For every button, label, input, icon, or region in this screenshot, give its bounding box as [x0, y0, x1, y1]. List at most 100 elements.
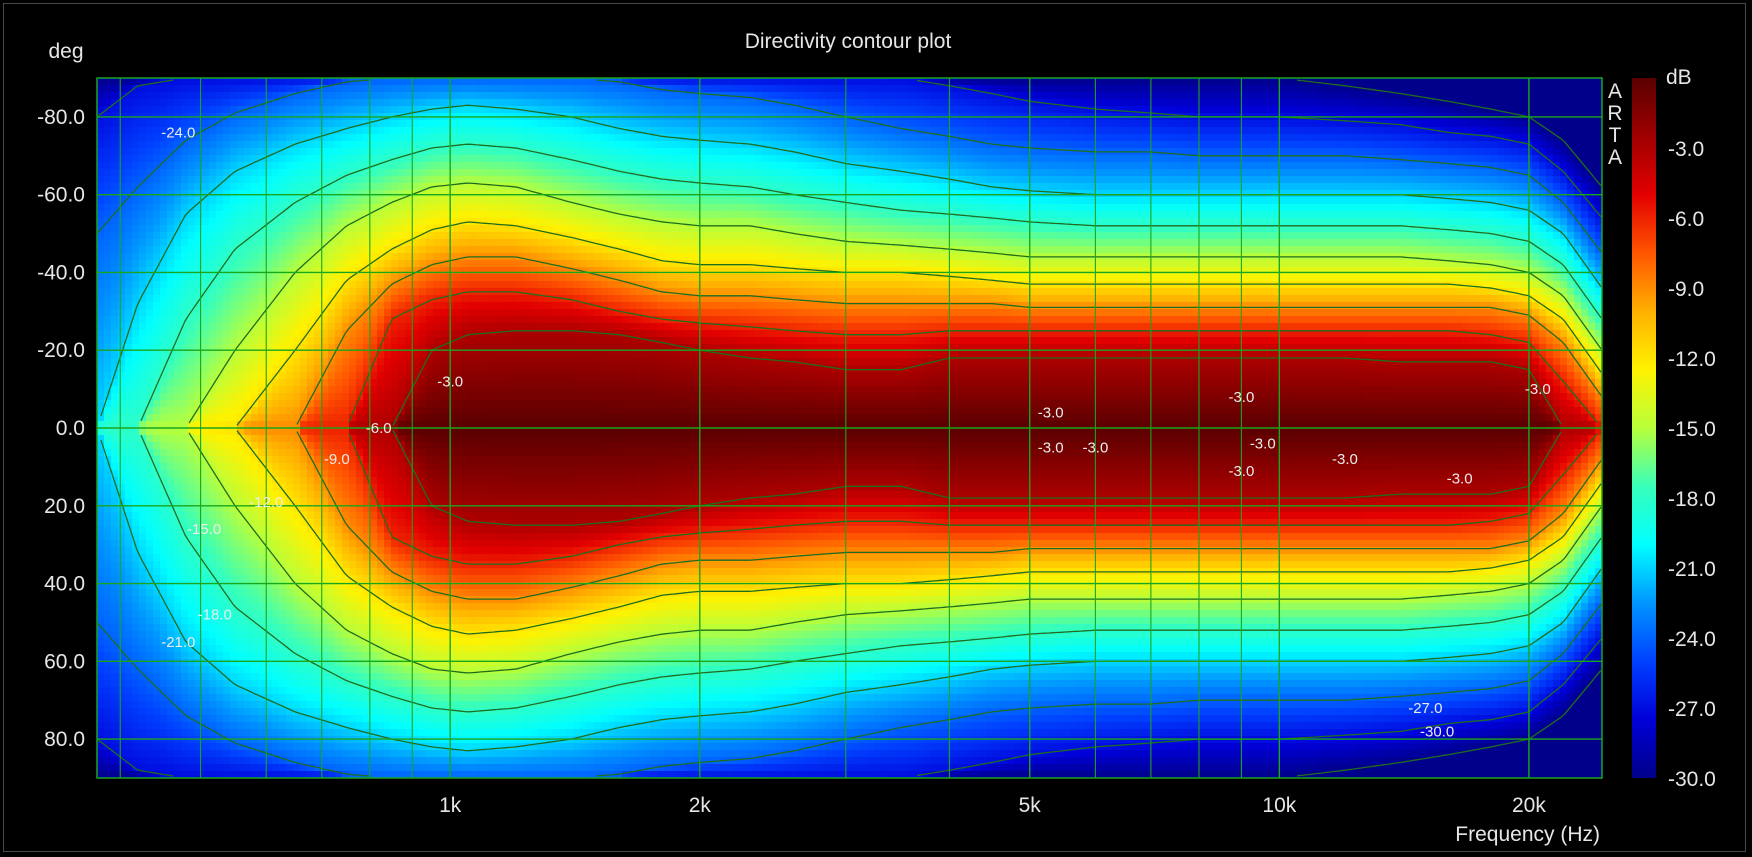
heatmap-cell: [258, 183, 266, 191]
heatmap-cell: [419, 589, 427, 597]
heatmap-cell: [335, 225, 343, 233]
heatmap-cell: [97, 652, 105, 660]
heatmap-cell: [377, 540, 385, 548]
heatmap-cell: [279, 645, 287, 653]
heatmap-cell: [363, 547, 371, 555]
heatmap-cell: [118, 603, 126, 611]
heatmap-cell: [174, 400, 182, 408]
heatmap-cell: [181, 575, 189, 583]
heatmap-cell: [328, 155, 336, 163]
heatmap-cell: [272, 127, 280, 135]
heatmap-cell: [174, 547, 182, 555]
heatmap-cell: [223, 414, 231, 422]
heatmap-cell: [321, 330, 329, 338]
heatmap-cell: [391, 596, 399, 604]
heatmap-cell: [97, 757, 105, 765]
heatmap-cell: [97, 526, 105, 534]
heatmap-cell: [433, 764, 441, 772]
heatmap-cell: [251, 274, 259, 282]
heatmap-cell: [293, 239, 301, 247]
heatmap-cell: [272, 652, 280, 660]
heatmap-cell: [230, 414, 238, 422]
heatmap-cell: [251, 267, 259, 275]
heatmap-cell: [377, 393, 385, 401]
heatmap-cell: [321, 316, 329, 324]
heatmap-cell: [251, 589, 259, 597]
heatmap-cell: [104, 211, 112, 219]
heatmap-cell: [265, 211, 273, 219]
heatmap-cell: [398, 337, 406, 345]
heatmap-cell: [265, 442, 273, 450]
heatmap-cell: [328, 764, 336, 772]
heatmap-cell: [384, 631, 392, 639]
heatmap-cell: [384, 365, 392, 373]
heatmap-cell: [188, 351, 196, 359]
heatmap-cell: [293, 666, 301, 674]
heatmap-cell: [328, 253, 336, 261]
heatmap-cell: [160, 645, 168, 653]
heatmap-cell: [153, 372, 161, 380]
heatmap-cell: [272, 218, 280, 226]
heatmap-cell: [258, 169, 266, 177]
heatmap-cell: [258, 491, 266, 499]
heatmap-cell: [195, 624, 203, 632]
heatmap-cell: [307, 533, 315, 541]
heatmap-cell: [370, 393, 378, 401]
heatmap-cell: [279, 722, 287, 730]
heatmap-cell: [125, 197, 133, 205]
heatmap-cell: [335, 505, 343, 513]
heatmap-cell: [419, 316, 427, 324]
heatmap-cell: [286, 204, 294, 212]
heatmap-cell: [111, 274, 119, 282]
heatmap-cell: [132, 470, 140, 478]
heatmap-cell: [321, 253, 329, 261]
heatmap-cell: [118, 463, 126, 471]
heatmap-cell: [272, 645, 280, 653]
heatmap-cell: [216, 225, 224, 233]
heatmap-cell: [321, 148, 329, 156]
heatmap-cell: [293, 225, 301, 233]
heatmap-cell: [230, 141, 238, 149]
heatmap-cell: [286, 85, 294, 93]
heatmap-cell: [265, 519, 273, 527]
heatmap-cell: [349, 687, 357, 695]
heatmap-cell: [272, 435, 280, 443]
heatmap-cell: [272, 239, 280, 247]
heatmap-cell: [433, 162, 441, 170]
heatmap-cell: [216, 435, 224, 443]
heatmap-cell: [153, 288, 161, 296]
heatmap-cell: [181, 155, 189, 163]
heatmap-cell: [97, 190, 105, 198]
heatmap-cell: [391, 246, 399, 254]
heatmap-cell: [181, 617, 189, 625]
heatmap-cell: [97, 288, 105, 296]
heatmap-cell: [391, 225, 399, 233]
heatmap-cell: [370, 652, 378, 660]
heatmap-cell: [391, 540, 399, 548]
heatmap-cell: [321, 351, 329, 359]
heatmap-cell: [97, 596, 105, 604]
heatmap-cell: [279, 260, 287, 268]
heatmap-cell: [111, 547, 119, 555]
heatmap-cell: [153, 757, 161, 765]
heatmap-cell: [167, 302, 175, 310]
heatmap-cell: [426, 344, 434, 352]
heatmap-cell: [230, 197, 238, 205]
heatmap-cell: [209, 645, 217, 653]
heatmap-cell: [244, 267, 252, 275]
heatmap-cell: [244, 155, 252, 163]
heatmap-cell: [286, 498, 294, 506]
heatmap-cell: [251, 155, 259, 163]
heatmap-cell: [265, 645, 273, 653]
heatmap-cell: [377, 463, 385, 471]
heatmap-cell: [342, 533, 350, 541]
heatmap-cell: [405, 449, 413, 457]
heatmap-cell: [258, 449, 266, 457]
heatmap-cell: [188, 106, 196, 114]
heatmap-cell: [391, 442, 399, 450]
heatmap-cell: [426, 617, 434, 625]
heatmap-cell: [160, 148, 168, 156]
heatmap-cell: [97, 295, 105, 303]
heatmap-cell: [111, 540, 119, 548]
heatmap-cell: [433, 701, 441, 709]
